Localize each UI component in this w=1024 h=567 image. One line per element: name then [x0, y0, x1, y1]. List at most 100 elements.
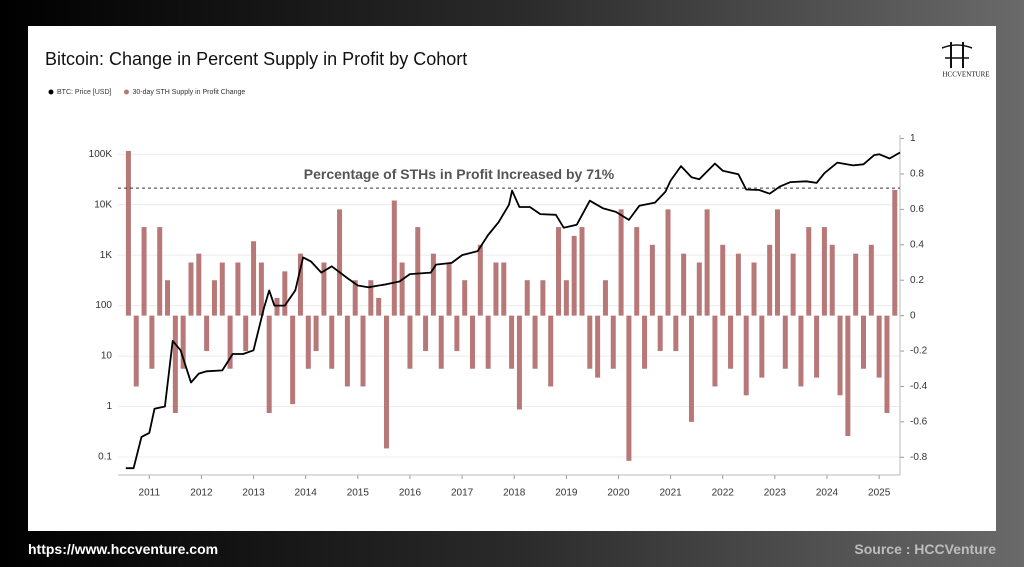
bar [626, 315, 632, 461]
bar [329, 315, 335, 369]
bar [892, 189, 898, 316]
bar [782, 315, 788, 369]
x-tick-label: 2013 [242, 488, 265, 499]
bar [360, 315, 366, 387]
bar [321, 262, 327, 316]
bar [313, 315, 319, 352]
bar [282, 271, 288, 316]
bar [556, 227, 562, 316]
bar [548, 315, 554, 387]
bar [579, 227, 585, 316]
x-tick-label: 2015 [347, 488, 370, 499]
bar [399, 262, 405, 316]
bar [180, 315, 186, 369]
bar [790, 253, 796, 316]
bar [634, 227, 640, 316]
y-tick-label: 100 [95, 300, 112, 311]
bar [165, 280, 171, 316]
bar [407, 315, 413, 369]
bar [563, 280, 569, 316]
bar [759, 315, 765, 378]
bar [688, 315, 694, 422]
x-tick-label: 2024 [816, 488, 839, 499]
bar [297, 253, 303, 316]
x-tick-label: 2018 [503, 488, 526, 499]
bar [532, 315, 538, 369]
bar [704, 209, 710, 316]
y-tick-label: 10 [101, 351, 113, 362]
y2-tick-label: 0 [910, 310, 916, 321]
x-tick-label: 2014 [295, 488, 318, 499]
y2-tick-label: 1 [910, 133, 916, 144]
bar [454, 315, 460, 352]
bar [274, 297, 280, 316]
chart-title: Bitcoin: Change in Percent Supply in Pro… [45, 49, 467, 69]
y2-tick-label: -0.4 [910, 381, 928, 392]
footer-source: Source : HCCVenture [854, 541, 996, 557]
y2-tick-label: -0.6 [910, 417, 928, 428]
legend-label: 30-day STH Supply in Profit Change [132, 89, 245, 96]
legend-swatch [48, 89, 54, 95]
bar [571, 235, 577, 316]
bar [868, 244, 874, 316]
bar [861, 315, 867, 369]
bar [133, 315, 139, 387]
bar [149, 315, 155, 369]
bar [595, 315, 601, 378]
x-tick-label: 2020 [607, 488, 630, 499]
bar [618, 209, 624, 316]
bar [188, 262, 194, 316]
bar [376, 297, 382, 316]
bar [477, 244, 483, 316]
bar [712, 315, 718, 387]
bar [814, 315, 820, 378]
bar [438, 315, 444, 369]
bar [485, 315, 491, 369]
bar [876, 315, 882, 378]
bar [743, 315, 749, 396]
bar [235, 262, 241, 316]
bar [446, 262, 452, 316]
card: Bitcoin: Change in Percent Supply in Pro… [28, 26, 996, 531]
bar [501, 262, 507, 316]
bar [227, 315, 233, 369]
bar [157, 227, 163, 316]
bar [642, 315, 648, 369]
bar [665, 209, 671, 316]
bar [258, 262, 264, 316]
bar [610, 315, 616, 369]
bar [657, 315, 663, 352]
logo-text: HCCVENTURE [942, 71, 989, 79]
bar [462, 280, 468, 316]
bar [211, 280, 217, 316]
bar [344, 315, 350, 387]
legend-label: BTC: Price [USD] [57, 89, 112, 96]
chart: Bitcoin: Change in Percent Supply in Pro… [45, 42, 990, 499]
bar [368, 280, 374, 316]
logo: HCCVENTURE [941, 42, 990, 79]
y-tick-label: 1K [100, 250, 113, 261]
bar [266, 315, 272, 414]
bar [696, 262, 702, 316]
x-tick-label: 2023 [764, 488, 787, 499]
y-tick-label: 1 [106, 401, 112, 412]
price-line [125, 151, 901, 470]
bar [243, 315, 249, 352]
bar [470, 315, 476, 369]
bar [767, 244, 773, 316]
footer-url: https://www.hccventure.com [28, 541, 219, 557]
bar [735, 253, 741, 316]
bar [493, 262, 499, 316]
bar [125, 150, 131, 316]
x-tick-label: 2025 [868, 488, 891, 499]
annotation: Percentage of STHs in Profit Increased b… [304, 166, 615, 182]
x-tick-label: 2016 [399, 488, 422, 499]
bar [430, 253, 436, 316]
bar [853, 253, 859, 316]
x-tick-label: 2012 [190, 488, 213, 499]
bar [728, 315, 734, 369]
bar [251, 241, 257, 316]
y-tick-label: 0.1 [98, 452, 112, 463]
bar [845, 315, 851, 437]
y-tick-label: 10K [94, 199, 112, 210]
